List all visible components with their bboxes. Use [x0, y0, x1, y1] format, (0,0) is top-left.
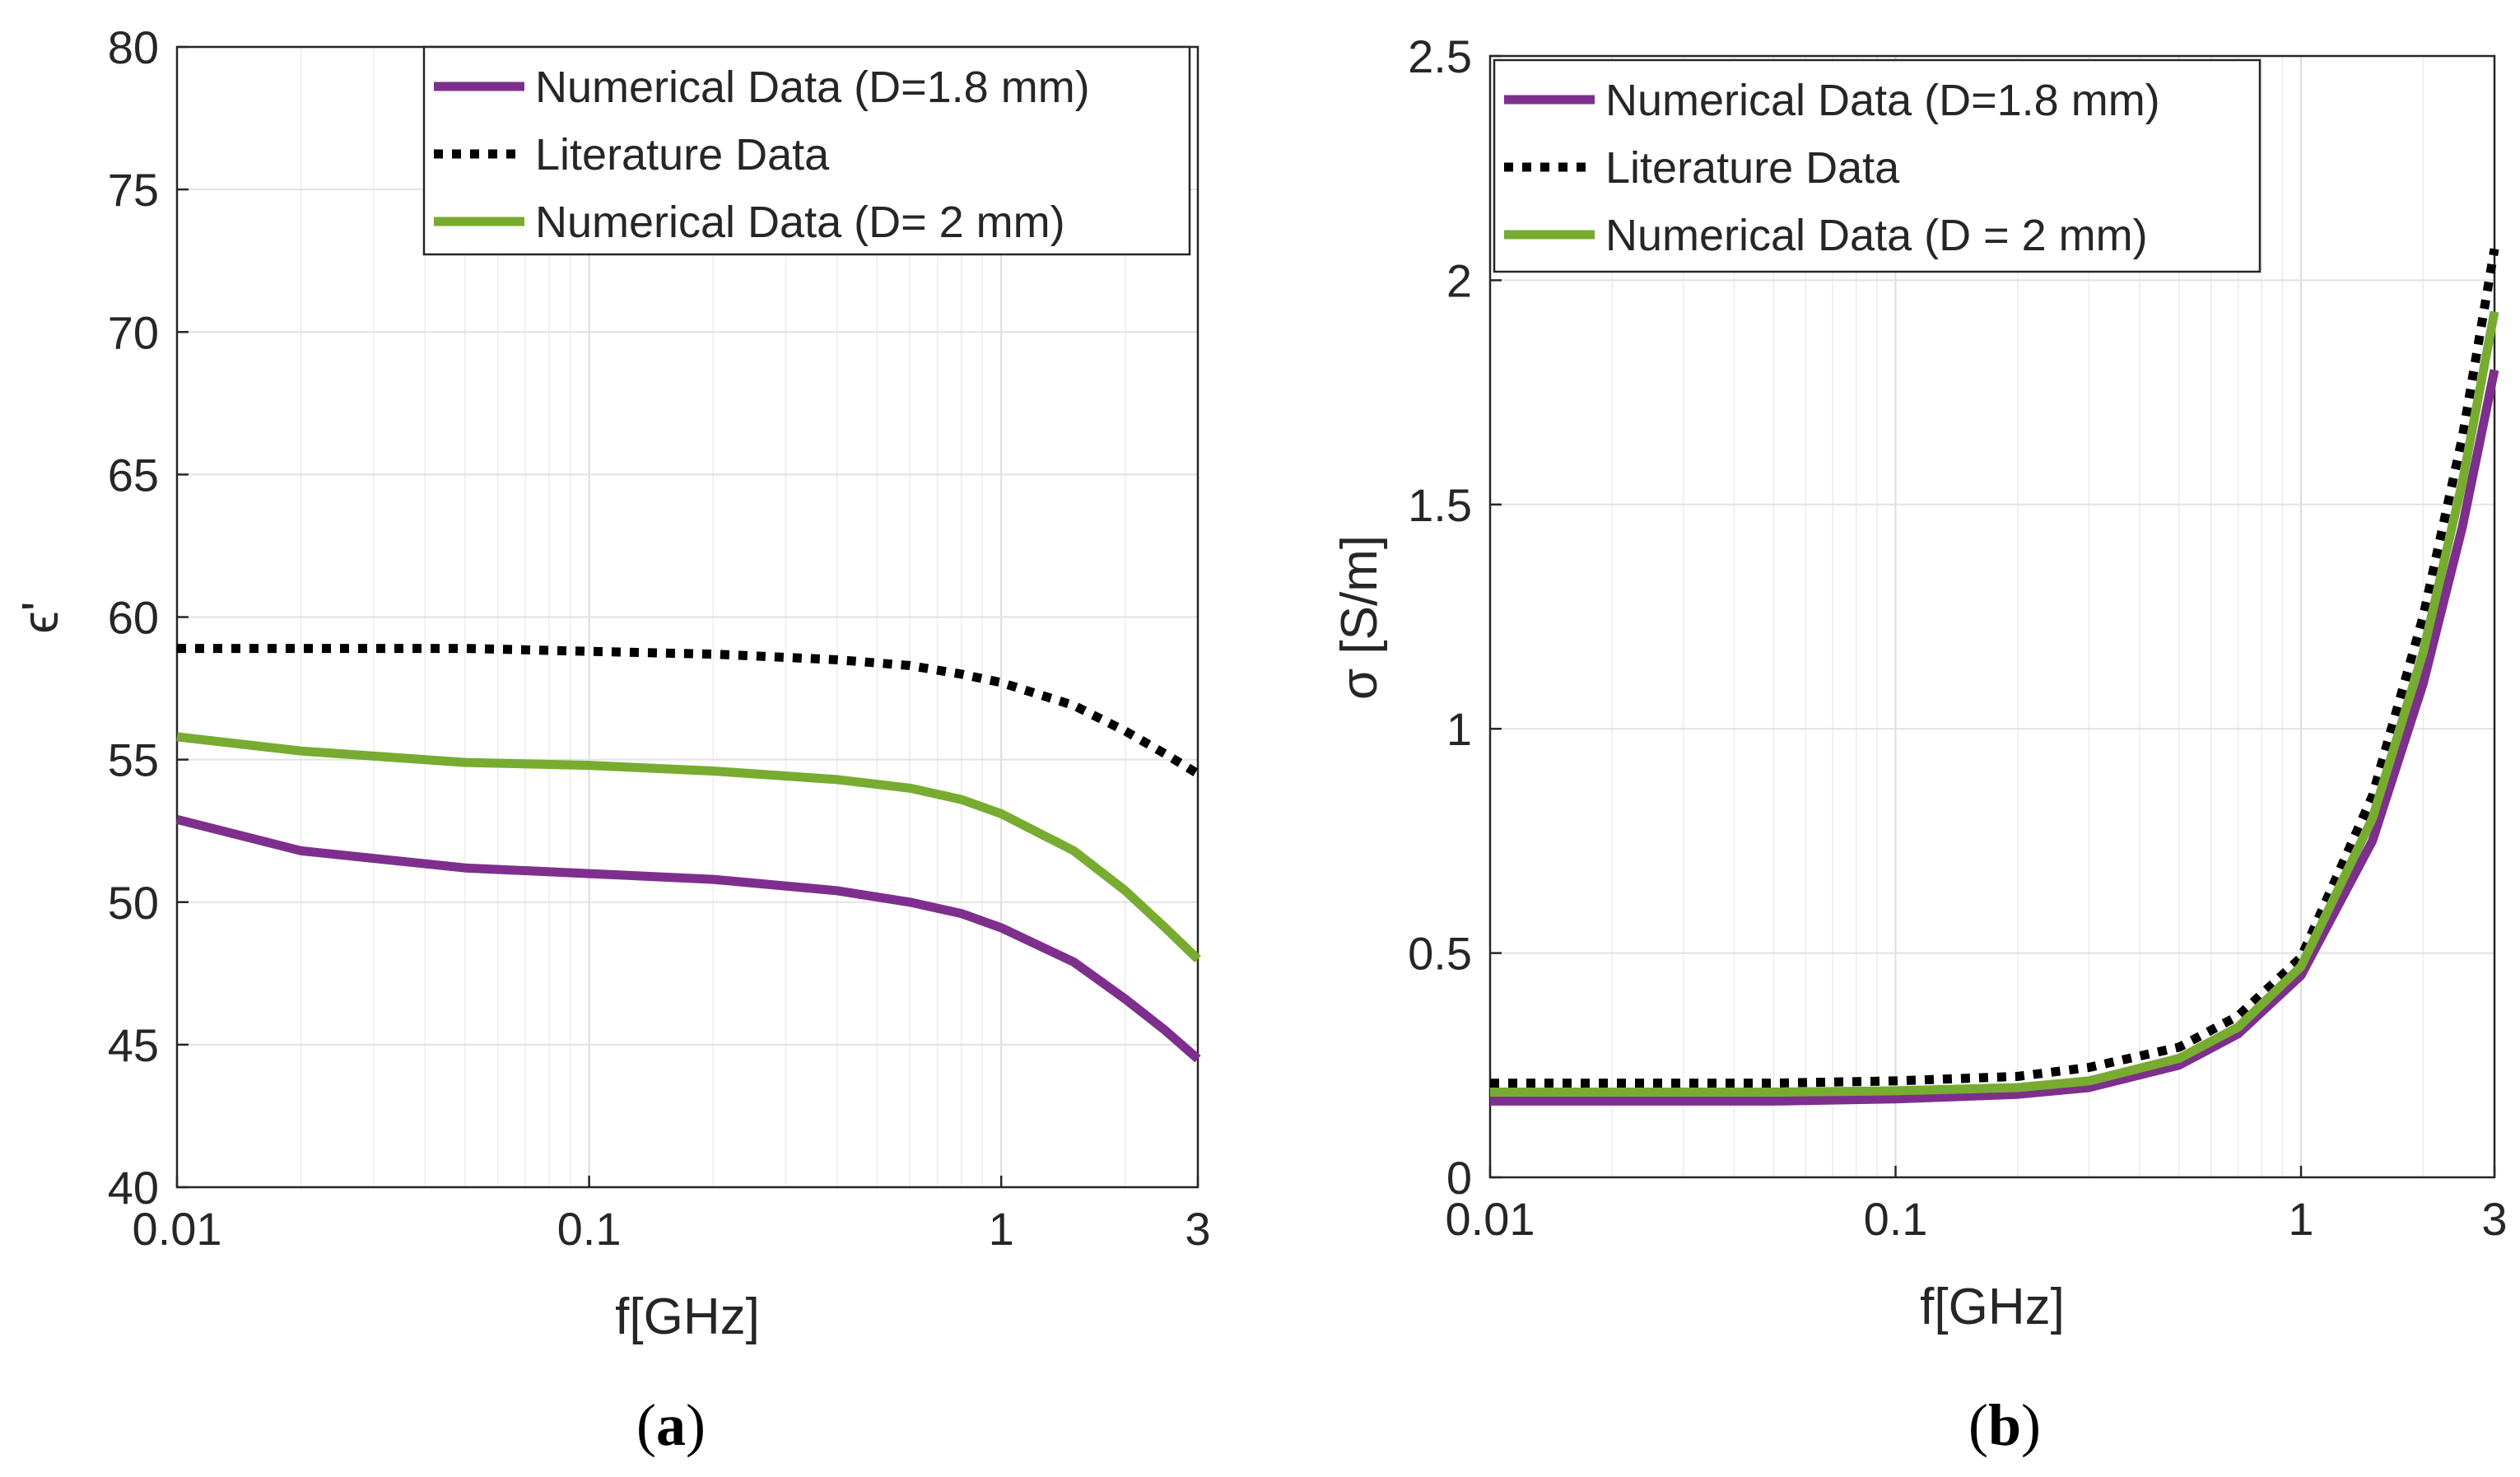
- chart-panel-b: 0 0.5 1 1.5 2 2.5 0.01 0.1 1 3 f[GHz] σ [S/m] Numeri…: [1331, 30, 2508, 1458]
- y-tick-label: 2: [1446, 254, 1472, 306]
- legend-label: Numerical Data (D=1.8 mm): [1605, 76, 2160, 125]
- legend: Numerical Data (D=1.8 mm) Literature Data…: [422, 45, 1191, 256]
- legend-label: Literature Data: [535, 130, 830, 179]
- chart-panel-a: 40 45 50 55 60 65 70 75 80 0.01 0.1 1 3 f[GHz] ϵ' Numer…: [12, 21, 1211, 1458]
- legend: Numerical Data (D=1.8 mm) Literature Data…: [1493, 58, 2261, 273]
- x-tick-label: 1: [2288, 1193, 2313, 1245]
- x-axis-label: f[GHz]: [615, 1288, 760, 1345]
- y-tick-label: 55: [108, 734, 159, 786]
- y-tick-label: 70: [108, 306, 159, 358]
- legend-label: Literature Data: [1605, 143, 1900, 193]
- y-tick-label: 65: [108, 449, 159, 501]
- y-tick-label: 0: [1446, 1152, 1472, 1204]
- y-tick-label: 1.5: [1408, 479, 1472, 531]
- x-tick-label: 0.1: [557, 1203, 622, 1255]
- x-tick-label: 0.01: [1446, 1193, 1535, 1245]
- y-tick-label: 45: [108, 1019, 159, 1071]
- y-tick-label: 60: [108, 592, 159, 644]
- legend-label: Numerical Data (D = 2 mm): [1605, 211, 2148, 260]
- x-tick-label: 1: [989, 1203, 1014, 1255]
- legend-box: [422, 45, 1191, 256]
- x-axis-label: f[GHz]: [1920, 1279, 2065, 1335]
- series-line-1: [175, 814, 1201, 1063]
- series-line-2: [177, 644, 1200, 778]
- y-axis-label: ϵ': [12, 601, 69, 633]
- y-tick-label: 40: [108, 1162, 159, 1214]
- y-tick-label: 75: [108, 164, 159, 216]
- series-line-1: [1490, 369, 2499, 1106]
- x-tick-label: 0.1: [1864, 1193, 1928, 1245]
- x-tick-label: 0.01: [133, 1203, 222, 1255]
- y-tick-label: 2.5: [1408, 30, 1472, 82]
- y-axis-label: σ [S/m]: [1331, 535, 1388, 700]
- series-line-2: [1490, 248, 2499, 1088]
- legend-box: [1493, 58, 2261, 273]
- x-tick-label: 3: [1185, 1203, 1210, 1255]
- series-line-3: [1490, 310, 2499, 1097]
- panel-caption: (b): [1968, 1392, 2041, 1458]
- y-tick-label: 0.5: [1408, 928, 1472, 980]
- y-tick-label: 1: [1446, 703, 1472, 755]
- legend-label: Numerical Data (D= 2 mm): [535, 198, 1065, 247]
- x-tick-label: 3: [2481, 1193, 2507, 1245]
- y-tick-label: 80: [108, 21, 159, 73]
- legend-label: Numerical Data (D=1.8 mm): [535, 63, 1090, 112]
- series-line-3: [176, 732, 1201, 962]
- panel-caption: (a): [636, 1392, 706, 1458]
- y-tick-label: 50: [108, 877, 159, 929]
- axes-box: [1488, 54, 2496, 1179]
